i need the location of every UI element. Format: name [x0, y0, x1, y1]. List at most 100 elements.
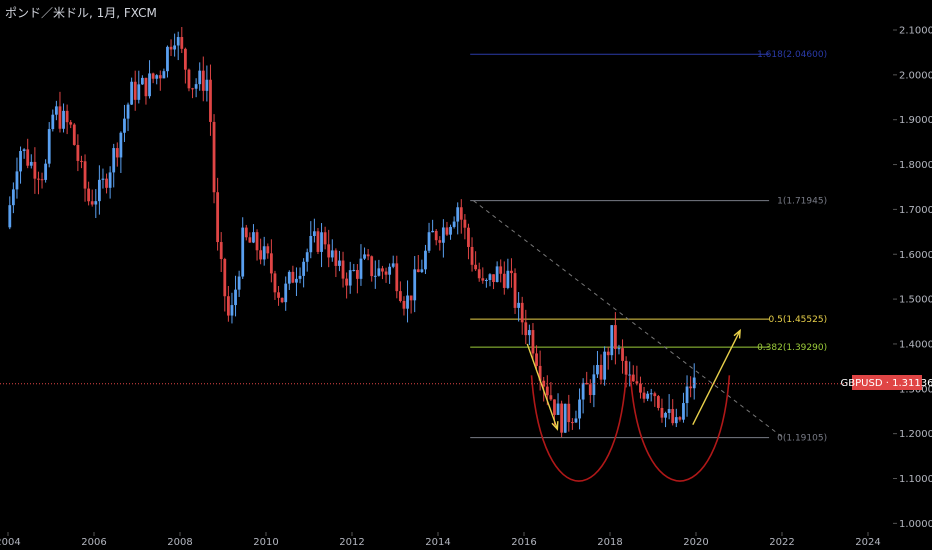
- candle: [230, 292, 234, 324]
- candle: [567, 394, 571, 432]
- candle-body: [445, 227, 449, 235]
- candle-body: [420, 269, 424, 273]
- candle-body: [560, 403, 564, 433]
- candle-body: [101, 178, 105, 180]
- candle: [219, 232, 223, 273]
- candle: [115, 142, 119, 167]
- candle: [345, 272, 349, 299]
- candle-body: [567, 403, 571, 423]
- candle-body: [427, 232, 431, 251]
- candle-body: [438, 240, 442, 243]
- candle-body: [495, 266, 499, 282]
- candle: [183, 47, 187, 84]
- candle-body: [65, 110, 69, 123]
- candle-body: [653, 393, 657, 397]
- candle: [11, 182, 15, 214]
- candle: [606, 346, 610, 370]
- candle-body: [97, 179, 101, 202]
- candle: [621, 339, 624, 374]
- candle: [484, 278, 488, 288]
- candle-body: [377, 268, 381, 276]
- candle: [305, 248, 309, 272]
- candle-body: [581, 382, 585, 400]
- candle-body: [531, 330, 535, 354]
- arrow-shaft: [526, 343, 559, 430]
- candle: [649, 388, 653, 402]
- candle: [667, 394, 671, 420]
- candle-body: [29, 161, 33, 166]
- candle-body: [173, 45, 177, 50]
- candle: [671, 399, 675, 426]
- candle-body: [574, 418, 578, 423]
- fibonacci-retracement[interactable]: 1(1.71945) 0.5(1.45525) 0.382(1.39290) 0(1.…: [470, 50, 827, 444]
- candle-body: [87, 188, 91, 202]
- candle-body: [689, 386, 693, 389]
- candle-body: [144, 77, 148, 97]
- candle-body: [656, 396, 660, 408]
- candle-body: [664, 412, 667, 418]
- candle-body: [556, 403, 560, 415]
- candle-body: [187, 69, 191, 89]
- y-tick-label: 1.90000: [899, 115, 932, 126]
- candle: [312, 218, 316, 243]
- candle-body: [312, 231, 316, 236]
- trend-arrow[interactable]: [692, 328, 741, 425]
- candle-body: [62, 110, 65, 129]
- x-tick-label: 2012: [339, 537, 364, 548]
- candle: [474, 251, 478, 271]
- time-axis[interactable]: 2004 2006 2008 2010 2012 2014 2016 2018 2020 2022…: [0, 532, 881, 548]
- trend-arrow[interactable]: [526, 343, 559, 431]
- candle-body: [205, 79, 209, 91]
- candle-body: [277, 292, 280, 298]
- x-tick-label: 2010: [253, 537, 278, 548]
- candle-body: [610, 325, 614, 356]
- candle-body: [667, 409, 671, 413]
- candle-body: [416, 269, 420, 273]
- candle: [467, 223, 470, 260]
- candle-body: [474, 264, 478, 270]
- candle: [51, 109, 55, 132]
- candle: [438, 236, 442, 251]
- candle-body: [621, 348, 624, 361]
- candle: [130, 77, 134, 105]
- candle: [685, 375, 689, 417]
- candle-body: [649, 393, 653, 395]
- candle: [302, 258, 306, 288]
- fib-level-label: 0.382(1.39290): [757, 343, 827, 353]
- candle-body: [671, 409, 675, 424]
- candle-body: [570, 422, 574, 424]
- fib-level-label: 1(1.71945): [777, 197, 827, 207]
- candle: [384, 267, 388, 283]
- candle-body: [115, 148, 119, 158]
- candle: [520, 296, 524, 335]
- candle: [359, 244, 363, 286]
- candle-body: [323, 232, 327, 245]
- price-axis[interactable]: 1.000001.100001.200001.300001.400001.500…: [893, 26, 932, 530]
- candle: [402, 296, 406, 316]
- candle: [492, 274, 495, 290]
- candle: [234, 275, 237, 317]
- candle-body: [287, 271, 291, 284]
- candle: [391, 255, 395, 269]
- annotations[interactable]: [473, 200, 784, 482]
- candle-body: [406, 295, 409, 309]
- trend-line[interactable]: [473, 200, 784, 439]
- candle: [352, 263, 356, 272]
- candle: [459, 199, 463, 234]
- candle-body: [40, 179, 44, 181]
- candle-body: [44, 163, 48, 180]
- candle-body: [216, 192, 220, 243]
- candle-body: [352, 269, 356, 271]
- candle: [373, 260, 377, 289]
- candle-body: [54, 106, 58, 115]
- candle: [83, 154, 87, 202]
- candle: [133, 70, 137, 111]
- candle-body: [499, 266, 503, 274]
- cup-arc[interactable]: [629, 375, 731, 482]
- cup-arc[interactable]: [530, 375, 627, 482]
- candle-body: [22, 149, 26, 152]
- x-tick-label: 2020: [683, 537, 708, 548]
- candle: [355, 264, 359, 294]
